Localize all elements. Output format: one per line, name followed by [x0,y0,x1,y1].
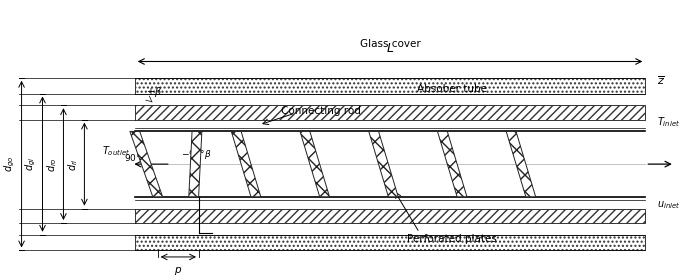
Bar [135,209,645,223]
Bar [135,105,645,120]
Text: $d_{go}$: $d_{go}$ [3,156,17,172]
Polygon shape [437,131,467,197]
Text: $L$: $L$ [386,42,394,55]
Text: Connecting rod: Connecting rod [282,106,361,116]
Text: $\overline{z}$: $\overline{z}$ [657,75,665,88]
Text: $T_{inlet}$: $T_{inlet}$ [657,115,680,129]
Text: Glass cover: Glass cover [359,39,420,49]
Bar [135,78,645,94]
Text: $p$: $p$ [174,265,182,277]
Polygon shape [506,131,535,197]
Polygon shape [369,131,398,197]
Polygon shape [189,131,202,197]
Text: $90°$: $90°$ [124,152,141,163]
Text: $d_{ro}$: $d_{ro}$ [45,157,59,171]
Text: Perforated plates: Perforated plates [407,234,497,244]
Text: $T_{outlet}$: $T_{outlet}$ [102,144,130,158]
Text: $+\beta$: $+\beta$ [146,85,162,99]
Polygon shape [300,131,329,197]
Polygon shape [130,131,162,197]
Polygon shape [231,131,261,197]
Bar [135,235,645,250]
Text: $d_{ri}$: $d_{ri}$ [66,158,80,171]
Text: $d_{gi}$: $d_{gi}$ [23,157,38,171]
Text: $-90°\beta$: $-90°\beta$ [181,148,211,161]
Text: Absober tube: Absober tube [417,84,487,94]
Text: $u_{inlet}$: $u_{inlet}$ [657,199,681,211]
